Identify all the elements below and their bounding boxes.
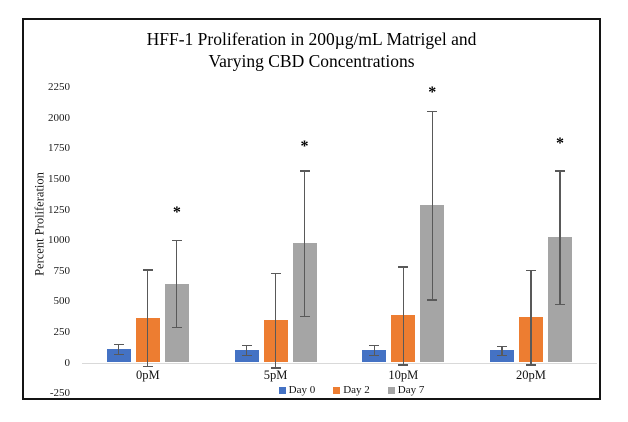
y-axis-title: Percent Proliferation xyxy=(32,172,47,276)
legend-swatch-icon xyxy=(333,386,341,394)
error-bar-cap-bottom xyxy=(525,364,536,366)
error-bar-cap-bottom xyxy=(427,299,438,301)
significance-asterisk: * xyxy=(172,203,181,221)
error-bar-cap-top xyxy=(241,344,252,346)
error-bar xyxy=(274,273,277,368)
bar-day0-20pM xyxy=(489,350,514,363)
error-bar xyxy=(373,344,375,355)
bar-day0-10pM xyxy=(362,349,387,363)
error-bar-cap-top xyxy=(369,344,380,346)
error-bar-cap-top xyxy=(525,270,536,272)
x-axis-label-20pM: 20pM xyxy=(516,368,546,382)
x-axis-label-5pM: 5pM xyxy=(263,368,288,382)
significance-asterisk: * xyxy=(300,137,309,155)
error-bar xyxy=(501,345,503,355)
error-bar xyxy=(118,344,120,354)
legend-swatch-icon xyxy=(278,386,286,394)
error-bar xyxy=(147,269,149,367)
y-tick-label: 2250 xyxy=(48,81,70,94)
y-tick-label: 1500 xyxy=(48,172,70,185)
y-tick-label: 1250 xyxy=(48,203,70,216)
error-bar-cap-bottom xyxy=(398,364,409,366)
legend-item-day2: Day 2 xyxy=(333,384,370,396)
error-bar-cap-bottom xyxy=(496,354,507,356)
legend-item-day0: Day 0 xyxy=(278,384,316,396)
significance-asterisk: * xyxy=(555,135,564,153)
x-axis-line xyxy=(82,362,597,364)
bar-day0-5pM xyxy=(234,349,259,363)
y-tick-label: 250 xyxy=(53,325,71,338)
y-tick-label: -250 xyxy=(49,387,70,400)
error-bar-cap-top xyxy=(554,170,565,172)
error-bar-cap-bottom xyxy=(241,354,252,356)
error-bar-cap-bottom xyxy=(554,303,565,305)
legend-label: Day 0 xyxy=(288,384,316,396)
error-bar-cap-top xyxy=(398,266,409,268)
x-axis-label-10pM: 10pM xyxy=(388,368,419,382)
error-bar-cap-bottom xyxy=(113,353,124,356)
error-bar-cap-top xyxy=(113,344,124,346)
significance-asterisk: * xyxy=(428,83,437,101)
error-bar-cap-bottom xyxy=(171,327,182,329)
legend-swatch-icon xyxy=(387,386,395,394)
bar-day0-0pM xyxy=(106,349,131,363)
error-bar-cap-bottom xyxy=(270,367,281,369)
y-tick-label: 1000 xyxy=(48,234,70,247)
error-bar-cap-top xyxy=(427,110,438,113)
error-bar-cap-bottom xyxy=(142,366,153,368)
error-bar-cap-top xyxy=(496,345,507,348)
error-bar xyxy=(431,110,433,300)
y-tick-label: 500 xyxy=(53,295,71,308)
legend-label: Day 7 xyxy=(397,384,425,396)
chart-title: HFF-1 Proliferation in 200µg/mL Matrigel… xyxy=(24,28,599,72)
error-bar-cap-bottom xyxy=(369,354,380,356)
error-bar xyxy=(530,270,532,365)
chart-title-line1: HFF-1 Proliferation in 200µg/mL Matrigel… xyxy=(146,29,477,49)
y-tick-label: 0 xyxy=(64,356,71,369)
error-bar-cap-top xyxy=(171,240,182,242)
error-bar xyxy=(303,170,306,316)
y-tick-label: 2000 xyxy=(48,111,70,124)
legend-item-day7: Day 7 xyxy=(387,384,425,396)
error-bar xyxy=(245,344,248,355)
chart-frame: HFF-1 Proliferation in 200µg/mL Matrigel… xyxy=(22,18,601,400)
error-bar-cap-top xyxy=(299,170,310,172)
legend: Day 0 Day 2 Day 7 xyxy=(64,384,628,396)
y-tick-label: 1750 xyxy=(48,142,70,155)
error-bar xyxy=(176,240,178,327)
legend-label: Day 2 xyxy=(343,384,370,396)
error-bar xyxy=(402,266,404,365)
error-bar-cap-bottom xyxy=(299,315,310,318)
x-axis-label-0pM: 0pM xyxy=(136,368,160,382)
y-tick-label: 750 xyxy=(53,264,71,277)
error-bar-cap-top xyxy=(142,269,153,271)
chart-title-line2: Varying CBD Concentrations xyxy=(208,51,415,71)
error-bar-cap-top xyxy=(270,273,281,275)
error-bar xyxy=(559,170,561,304)
